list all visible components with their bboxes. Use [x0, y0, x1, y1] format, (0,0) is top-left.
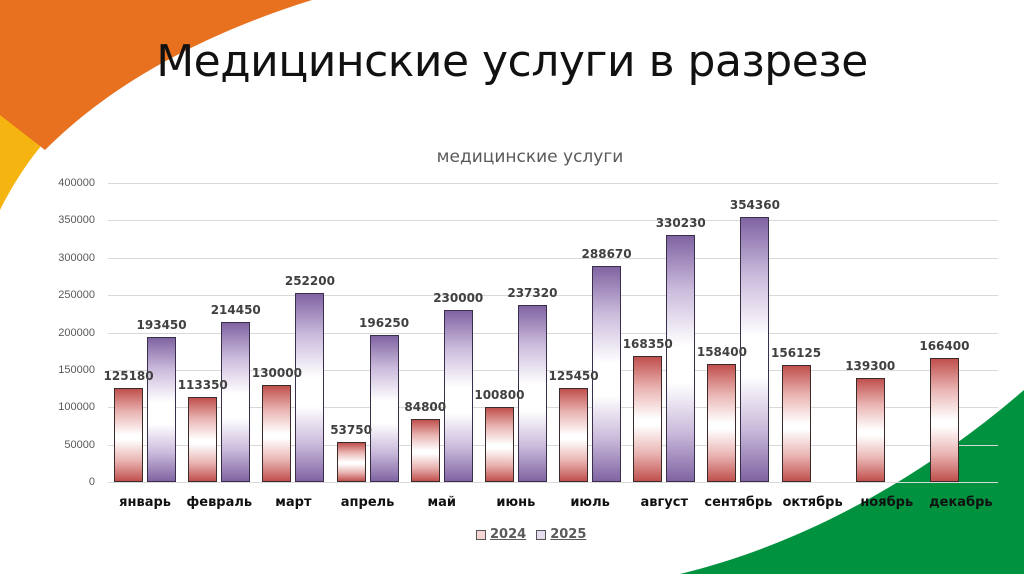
data-label: 354360 [729, 198, 780, 213]
gridline [108, 332, 998, 334]
orange-corner-shape [0, 0, 312, 150]
data-label: 139300 [845, 358, 896, 373]
bar-2024 [929, 357, 959, 482]
gridline [108, 257, 998, 259]
legend-item-2024: 2024 [476, 527, 526, 542]
data-label: 330230 [655, 216, 706, 231]
data-label: 193450 [136, 318, 187, 333]
bar-2024 [633, 356, 663, 482]
gridline [108, 369, 998, 371]
y-axis-tick-label: 400000 [58, 177, 95, 189]
gridline [108, 482, 998, 483]
bar-2025 [592, 266, 622, 482]
x-axis-category-label: ноябрь [860, 495, 914, 510]
bar-2024 [410, 418, 440, 482]
bar-2025 [221, 321, 251, 482]
x-axis-category-label: август [640, 495, 688, 510]
data-label: 53750 [330, 422, 372, 437]
legend-swatch-2025-icon [536, 529, 547, 540]
slide-title: Медицинские услуги в разрезе [156, 36, 868, 87]
bar-2024 [484, 406, 514, 482]
x-axis-category-label: июль [570, 495, 610, 510]
data-label: 166400 [919, 338, 970, 353]
data-label: 125450 [548, 369, 599, 384]
x-axis-category-label: март [275, 495, 312, 510]
bar-2025 [666, 235, 696, 482]
bar-2025 [517, 304, 547, 482]
bar-2025 [443, 310, 473, 482]
data-label: 156125 [771, 346, 822, 361]
x-axis-category-label: январь [119, 495, 171, 510]
gridline [108, 220, 998, 222]
bar-2024 [855, 377, 885, 482]
bar-2024 [336, 441, 366, 482]
bar-2025 [147, 337, 177, 482]
bar-2025 [740, 217, 770, 482]
x-axis-category-label: апрель [340, 495, 395, 510]
bar-2024 [262, 384, 292, 482]
bar-2024 [114, 388, 144, 482]
x-axis-category-label: июнь [496, 495, 536, 510]
y-axis-tick-label: 150000 [58, 363, 95, 376]
gridline [108, 444, 998, 446]
data-label: 230000 [433, 291, 484, 306]
data-label: 84800 [404, 399, 447, 414]
chart-title: медицинские услуги [436, 147, 624, 167]
data-label: 113350 [177, 378, 228, 393]
data-label: 288670 [581, 247, 632, 262]
data-label: 214450 [210, 302, 261, 317]
y-axis-tick-label: 200000 [58, 326, 95, 339]
x-axis-category-label: февраль [186, 495, 253, 510]
bar-2025 [295, 293, 325, 482]
legend-swatch-2024-icon [476, 529, 486, 540]
y-axis-tick-label: 0 [88, 476, 95, 488]
legend-item-2025: 2025 [536, 527, 586, 542]
data-label: 168350 [622, 337, 673, 352]
data-label: 125180 [103, 369, 154, 384]
gridline [108, 295, 998, 297]
y-axis-tick-label: 300000 [58, 251, 95, 264]
gridline [108, 407, 998, 409]
y-axis-tick-label: 350000 [58, 214, 95, 227]
bar-2024 [559, 388, 589, 482]
chart-legend: 2024 2025 [476, 527, 586, 542]
data-label: 252200 [284, 274, 335, 289]
data-label: 196250 [359, 316, 410, 331]
bar-2024 [707, 363, 737, 482]
y-axis-tick-label: 50000 [64, 438, 95, 451]
gridline [108, 183, 998, 184]
x-axis-category-label: декабрь [929, 495, 993, 510]
bar-2024 [188, 397, 218, 482]
y-axis-tick-label: 250000 [58, 289, 95, 302]
x-axis-category-label: сентябрь [704, 495, 773, 510]
data-label: 130000 [251, 365, 302, 380]
data-label: 158400 [696, 344, 747, 359]
data-label: 237320 [507, 285, 558, 300]
y-axis-tick-label: 100000 [58, 401, 95, 414]
legend-label-2025: 2025 [550, 527, 587, 542]
bar-2025 [369, 335, 399, 482]
green-corner-shape [680, 390, 1024, 574]
x-axis-category-label: май [427, 495, 456, 510]
bar-2024 [781, 365, 811, 482]
legend-label-2024: 2024 [490, 527, 527, 542]
x-axis-category-label: октябрь [782, 495, 843, 510]
data-label: 100800 [474, 387, 525, 402]
